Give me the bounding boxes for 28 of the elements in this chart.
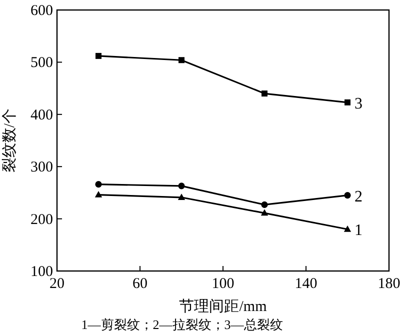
y-tick-label: 300: [30, 160, 53, 176]
point: [260, 209, 268, 216]
point: [178, 182, 185, 190]
x-tick-label: 140: [294, 276, 318, 292]
point: [178, 57, 184, 64]
x-tick-label: 60: [132, 276, 148, 292]
x-tick-label: 100: [212, 276, 234, 292]
point: [95, 181, 102, 188]
point: [344, 99, 350, 106]
point: [94, 190, 102, 198]
x-tick-label: 180: [378, 276, 400, 292]
x-axis-title: 节理间距/mm: [179, 298, 268, 315]
point: [178, 194, 186, 200]
y-tick-label: 200: [30, 212, 53, 228]
point: [262, 90, 268, 97]
point: [96, 52, 102, 59]
series-label: 1: [354, 222, 362, 240]
y-tick-label: 500: [30, 55, 53, 72]
point: [261, 201, 268, 208]
series-label: 3: [354, 95, 362, 112]
series-label: 2: [354, 188, 362, 206]
x-tick-label: 20: [50, 276, 64, 292]
point: [344, 225, 352, 232]
text: 1—剪裂纹；2—拉裂纹；3—总裂纹: [81, 317, 283, 332]
point: [344, 192, 351, 199]
y-axis-title: 裂纹数/个: [1, 108, 18, 173]
y-tick-label: 600: [30, 3, 53, 19]
y-tick-label: 400: [30, 107, 53, 124]
